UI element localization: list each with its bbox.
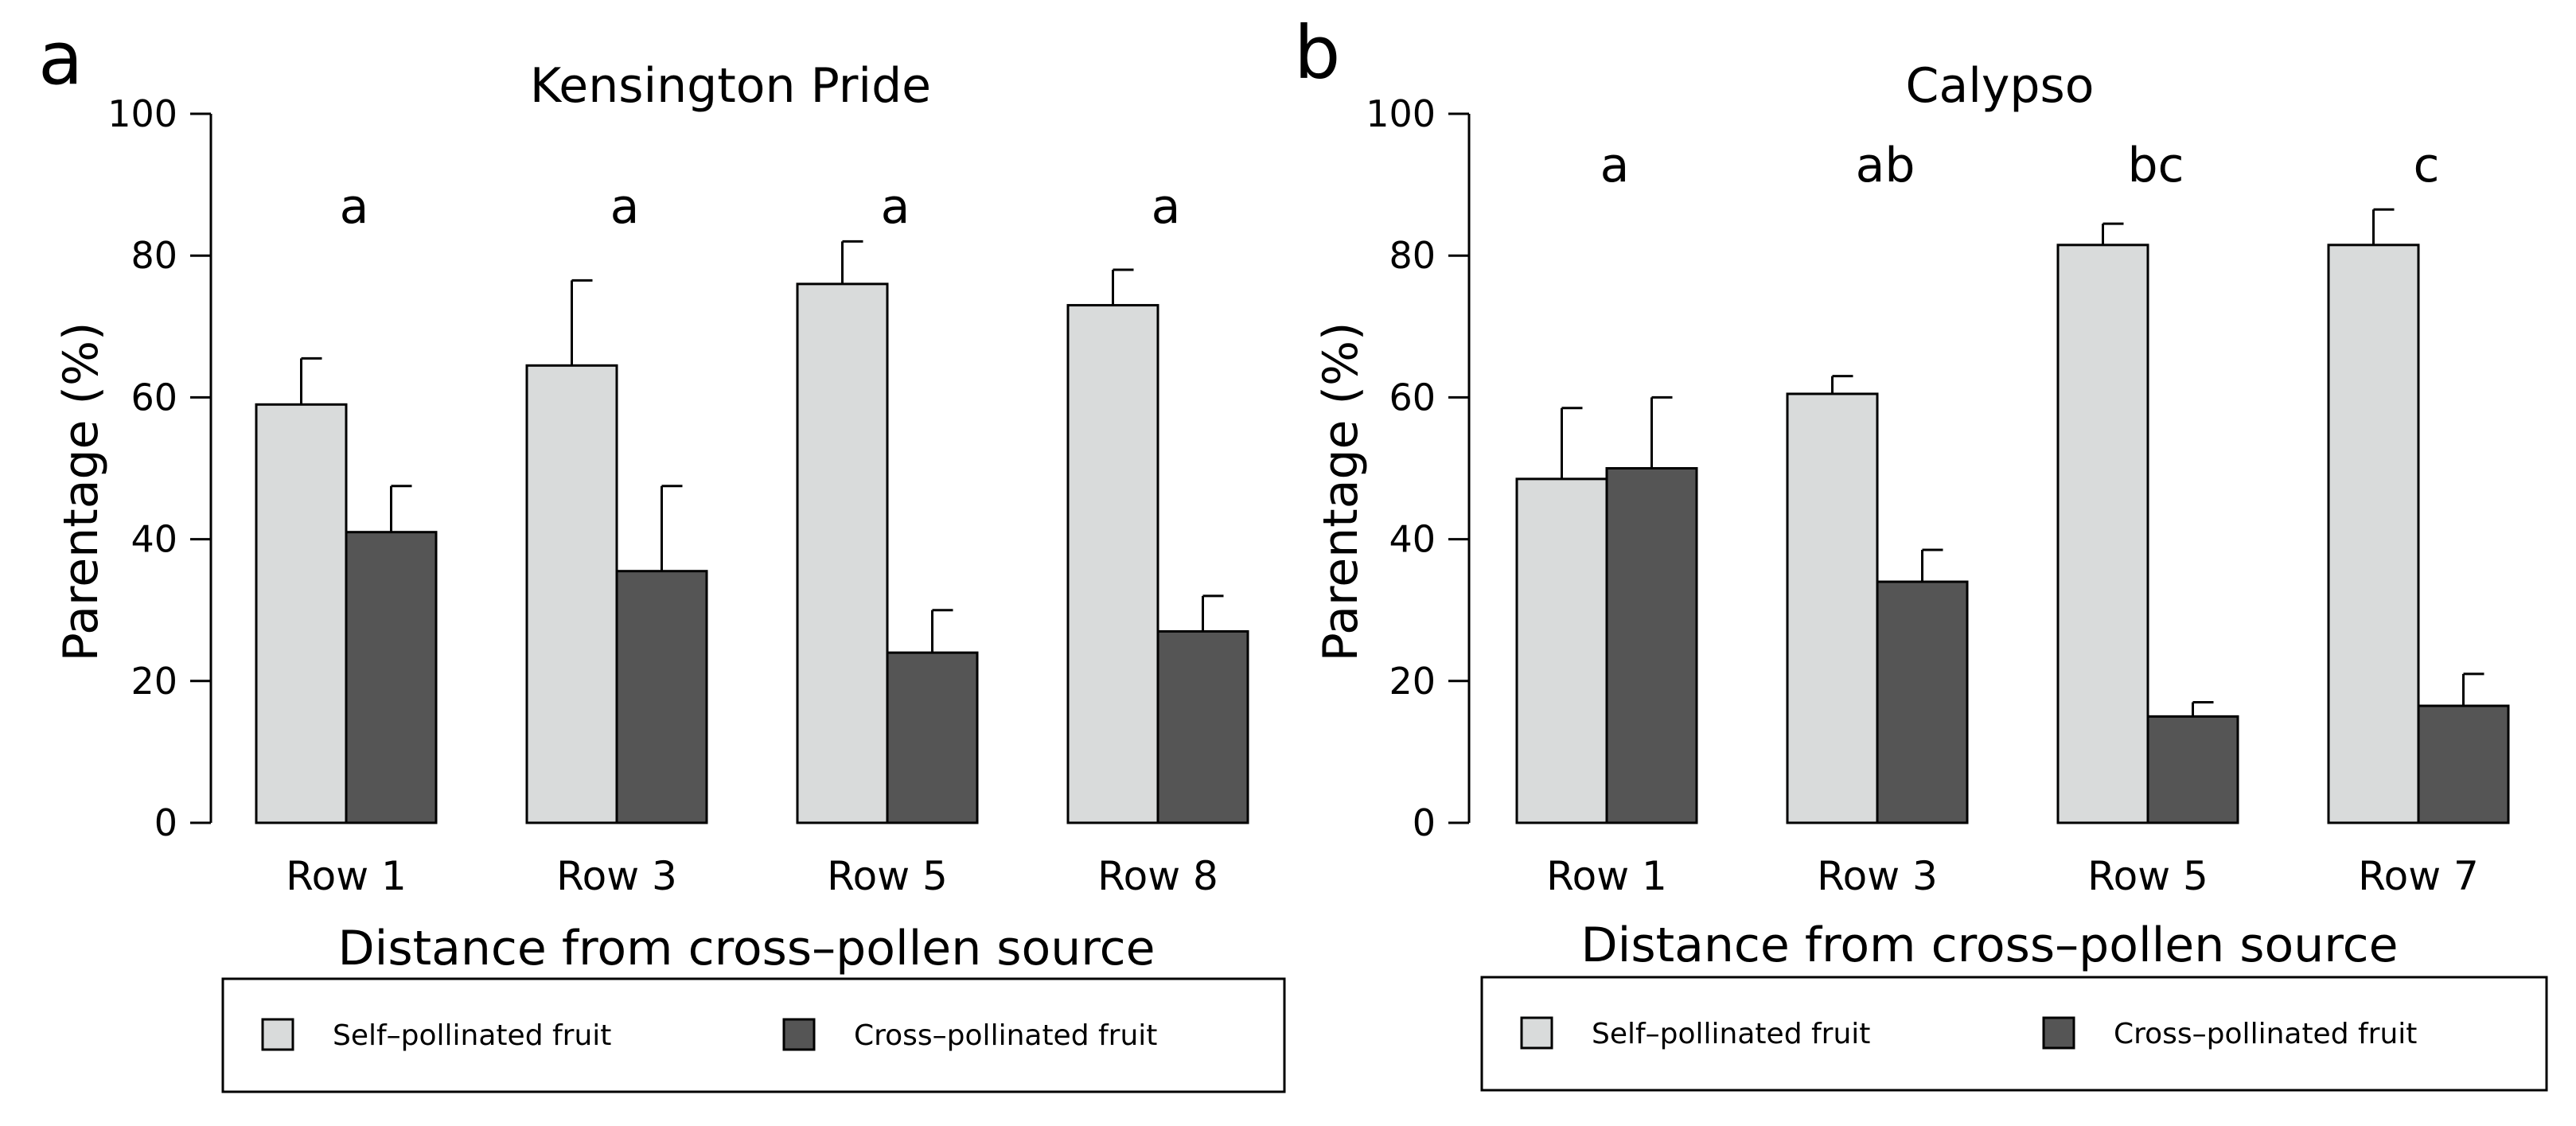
panel-b-bar-cross (2417, 704, 2510, 824)
panel-b-y-tick-label: 60 (1389, 376, 1436, 419)
panel-a-bar-self (1066, 304, 1159, 824)
panel-a-bar-cross (345, 531, 438, 824)
panel-b-x-axis-label: Distance from cross–pollen source (1580, 918, 2398, 973)
panel-a-y-tick-label: 20 (131, 660, 177, 703)
panel-a-y-tick-label: 40 (131, 518, 177, 561)
panel-a-y-axis-label: Parentage (%) (53, 322, 109, 662)
panel-a-bar-cross (1156, 629, 1249, 824)
panel-a-bar-self (255, 403, 348, 824)
panel-b: b Calypso Parentage (%) Distance from cr… (1294, 10, 2548, 1092)
panel-a-category-label: Row 8 (1097, 853, 1218, 899)
panel-a-bar-cross (615, 570, 708, 824)
panel-a-x-axis-label: Distance from cross–pollen source (337, 921, 1155, 976)
panel-b-y-axis-label: Parentage (%) (1313, 322, 1369, 662)
panel-a-legend-self-label: Self–pollinated fruit (333, 1019, 611, 1052)
panel-a: a Kensington Pride Parentage (%) Distanc… (38, 16, 1286, 1093)
panel-a-y-tick-label: 80 (131, 234, 177, 277)
panel-a-legend-self-swatch (261, 1018, 294, 1051)
panel-a-category-label: Row 1 (286, 853, 407, 899)
panel-a-y-tick-label: 60 (131, 376, 177, 419)
panel-b-legend-cross-label: Cross–pollinated fruit (2114, 1018, 2417, 1050)
panel-b-bar-self (1786, 392, 1879, 824)
panel-b-legend-cross-swatch (2042, 1016, 2075, 1050)
panel-b-y-tick-label: 80 (1389, 234, 1436, 277)
panel-a-label: a (38, 16, 83, 101)
panel-b-legend: Self–pollinated fruit Cross–pollinated f… (1480, 976, 2548, 1092)
panel-b-bar-self (1515, 477, 1608, 824)
panel-b-category-label: Row 5 (2087, 853, 2208, 899)
panel-a-significance-letter: a (340, 179, 369, 235)
panel-b-bar-self (2327, 244, 2420, 824)
panel-b-category-label: Row 1 (1546, 853, 1667, 899)
panel-a-bar-self (525, 364, 618, 824)
panel-a-bar-self (796, 282, 889, 824)
panel-a-y-tick-label: 100 (107, 92, 177, 135)
panel-b-legend-self-label: Self–pollinated fruit (1592, 1018, 1870, 1050)
panel-b-bar-cross (2146, 715, 2239, 824)
panel-b-significance-letter: a (1600, 138, 1630, 193)
panel-a-significance-letter: a (881, 179, 910, 235)
panel-a-y-tick-label: 0 (154, 801, 177, 844)
panel-b-bar-self (2056, 244, 2149, 824)
panel-b-significance-letter: ab (1856, 138, 1915, 193)
panel-b-bar-cross (1605, 467, 1698, 824)
panel-a-legend-cross-swatch (782, 1018, 816, 1051)
panel-b-bar-cross (1876, 580, 1969, 824)
panel-b-title: Calypso (1906, 58, 2095, 114)
panel-b-significance-letter: c (2414, 138, 2440, 193)
panel-a-significance-letter: a (610, 179, 640, 235)
panel-b-y-tick-label: 20 (1389, 660, 1436, 703)
panel-a-significance-letter: a (1152, 179, 1181, 235)
panel-a-category-label: Row 3 (556, 853, 677, 899)
panel-b-legend-self-swatch (1520, 1016, 1553, 1050)
panel-a-legend-box (221, 977, 1286, 1093)
panel-b-plot: 0 20 40 60 80 100 Row 1 a Row 3 ab Row 5 bc Row 7 c (1366, 92, 2510, 899)
panel-b-y-tick-label: 0 (1413, 801, 1436, 844)
panel-a-bar-cross (886, 651, 979, 824)
panel-a-title: Kensington Pride (530, 58, 931, 114)
panel-a-legend-cross-label: Cross–pollinated fruit (854, 1019, 1157, 1052)
panel-b-category-label: Row 7 (2358, 853, 2479, 899)
panel-a-plot: 0 20 40 60 80 100 Row 1 a Row 3 a Row 5 a Row 8 a (107, 92, 1249, 899)
panel-b-category-label: Row 3 (1817, 853, 1938, 899)
panel-b-significance-letter: bc (2127, 138, 2184, 193)
panel-b-y-tick-label: 40 (1389, 518, 1436, 561)
panel-b-label: b (1294, 10, 1340, 95)
panel-a-legend: Self–pollinated fruit Cross–pollinated f… (221, 977, 1286, 1093)
panel-b-legend-box (1480, 976, 2548, 1092)
panel-b-y-tick-label: 100 (1366, 92, 1436, 135)
panel-a-category-label: Row 5 (827, 853, 948, 899)
